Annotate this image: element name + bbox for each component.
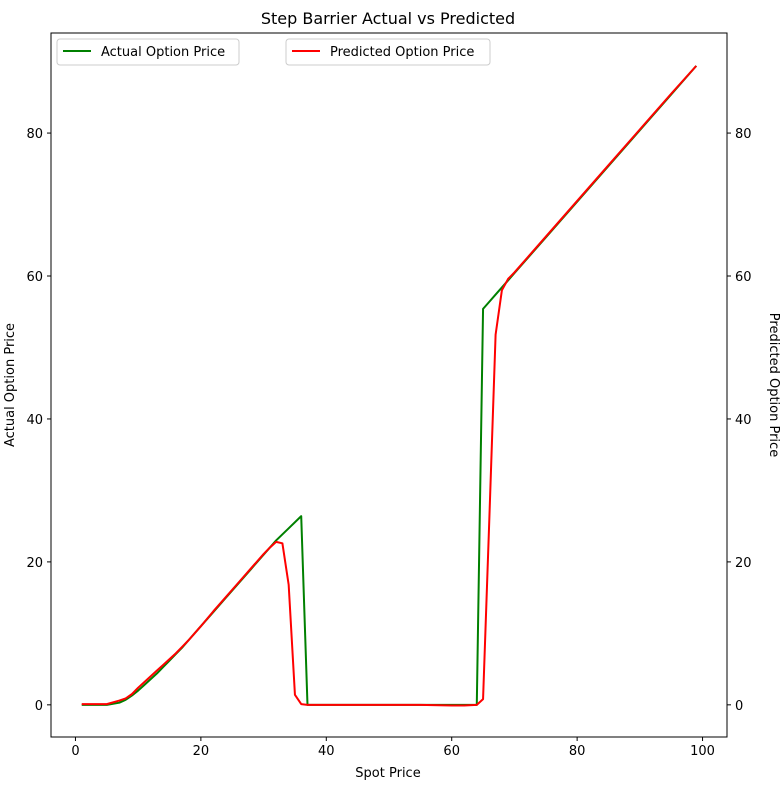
legend-predicted: Predicted Option Price	[285, 38, 491, 66]
legend-predicted-box	[285, 38, 491, 66]
x-tick-label: 40	[318, 744, 335, 759]
series-line-predicted	[81, 65, 698, 707]
chart-title: Step Barrier Actual vs Predicted	[261, 9, 515, 28]
legend-actual-label: Actual Option Price	[101, 45, 225, 60]
series-line-actual	[81, 65, 698, 706]
y-tick-label-right: 80	[735, 127, 752, 142]
x-axis-label: Spot Price	[355, 766, 420, 781]
x-tick-label: 0	[71, 744, 79, 759]
y-tick-label-right: 20	[735, 556, 752, 571]
y-tick-label-left: 40	[26, 413, 43, 428]
x-tick-label: 20	[193, 744, 210, 759]
y-axis-label-left: Actual Option Price	[3, 323, 18, 447]
x-tick-label: 80	[569, 744, 586, 759]
x-tick-label: 100	[690, 744, 715, 759]
y-tick-label-left: 20	[26, 556, 43, 571]
y-tick-label-left: 60	[26, 270, 43, 285]
y-tick-label-right: 0	[735, 699, 743, 714]
plot-frame	[50, 32, 728, 738]
y-tick-label-left: 0	[35, 699, 43, 714]
y-tick-label-right: 40	[735, 413, 752, 428]
y-tick-label-right: 60	[735, 270, 752, 285]
axes: 0 20 40 60 80 100 0 0 20 20 40 40 60 60 80 80	[26, 127, 751, 759]
legend-predicted-label: Predicted Option Price	[330, 45, 474, 60]
y-axis-label-right: Predicted Option Price	[766, 313, 780, 457]
legend-actual: Actual Option Price	[56, 38, 240, 66]
x-tick-label: 60	[443, 744, 460, 759]
legend-actual-box	[56, 38, 240, 66]
series-layer	[81, 65, 698, 707]
y-tick-label-left: 80	[26, 127, 43, 142]
